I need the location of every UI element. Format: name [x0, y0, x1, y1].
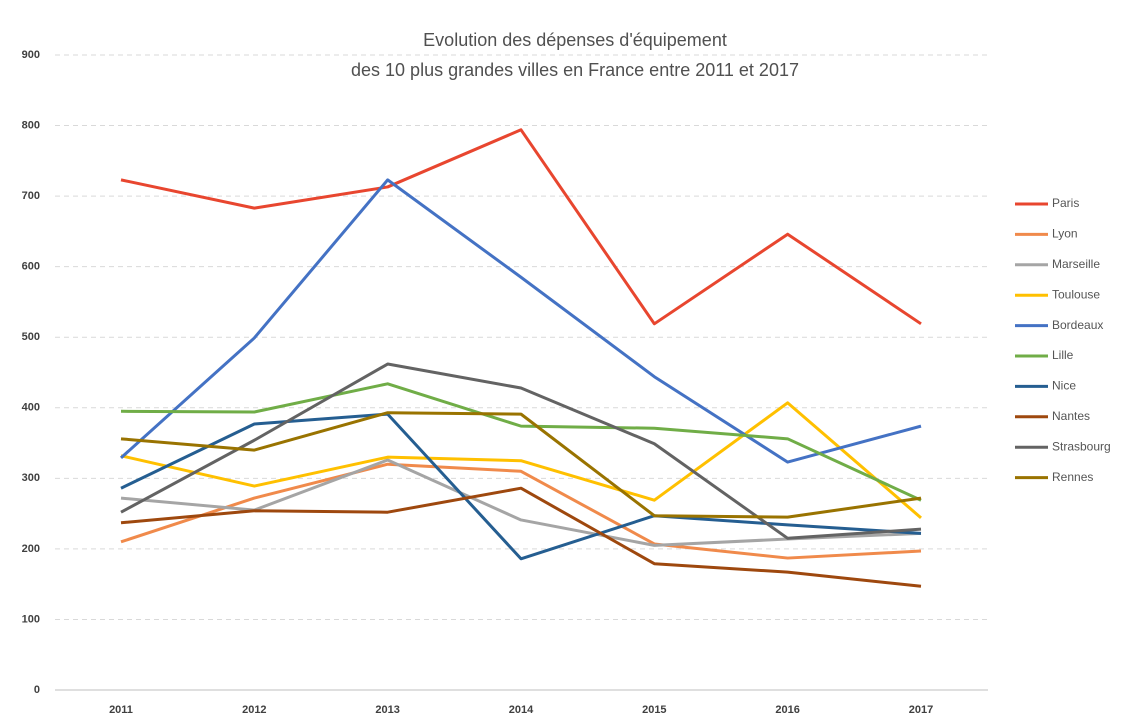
legend-label: Bordeaux — [1052, 318, 1103, 332]
x-tick-label: 2011 — [109, 704, 133, 716]
legend-label: Strasbourg — [1052, 439, 1111, 453]
y-tick-label: 800 — [22, 119, 40, 131]
series-line — [120, 486, 922, 588]
legend-label: Nantes — [1052, 409, 1090, 423]
y-tick-label: 300 — [22, 472, 40, 484]
y-tick-label: 500 — [22, 331, 40, 343]
x-tick-label: 2012 — [242, 704, 266, 716]
legend-label: Marseille — [1052, 257, 1100, 271]
y-tick-label: 700 — [22, 190, 40, 202]
series-line — [120, 411, 922, 519]
legend-label: Nice — [1052, 379, 1076, 393]
series-line — [120, 382, 922, 502]
legend-label: Paris — [1052, 196, 1079, 210]
series-line — [120, 401, 922, 519]
x-tick-label: 2014 — [509, 704, 534, 716]
series-line — [120, 412, 922, 561]
x-tick-label: 2017 — [909, 704, 933, 716]
y-tick-label: 200 — [22, 543, 40, 555]
y-tick-label: 900 — [22, 49, 40, 61]
y-tick-label: 0 — [34, 684, 40, 696]
legend-label: Lyon — [1052, 227, 1078, 241]
series-line — [120, 362, 922, 540]
y-tick-label: 600 — [22, 261, 40, 273]
chart-title: Evolution des dépenses d'équipement — [423, 30, 727, 50]
chart-title: des 10 plus grandes villes en France ent… — [351, 60, 799, 80]
series-line — [119, 178, 922, 464]
y-tick-label: 100 — [22, 613, 40, 625]
legend-label: Rennes — [1052, 470, 1093, 484]
y-tick-label: 400 — [22, 402, 40, 414]
series-line — [120, 462, 922, 560]
x-tick-label: 2015 — [642, 704, 666, 716]
legend-label: Lille — [1052, 348, 1074, 362]
series-line — [120, 128, 922, 326]
x-tick-label: 2016 — [775, 704, 799, 716]
x-tick-label: 2013 — [375, 704, 399, 716]
legend-label: Toulouse — [1052, 287, 1100, 301]
